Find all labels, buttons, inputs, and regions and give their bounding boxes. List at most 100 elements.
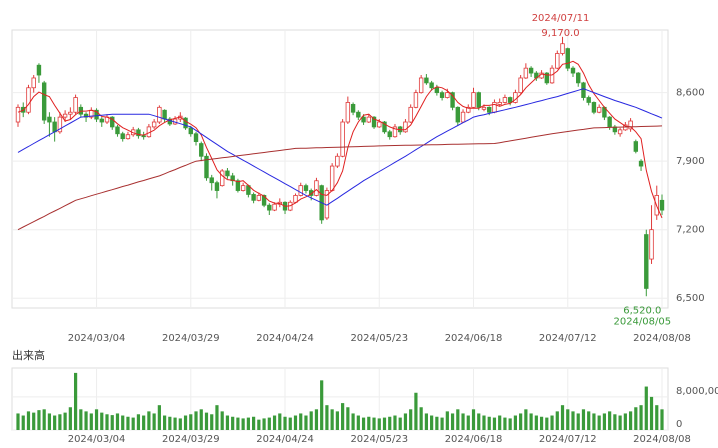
volume-x-tick-label: 2024/04/24 <box>256 434 314 445</box>
volume-bar <box>587 411 591 430</box>
candle-body <box>450 92 455 108</box>
candle-body <box>303 185 309 191</box>
volume-bar <box>252 416 256 430</box>
volume-bar <box>419 407 423 430</box>
volume-bar <box>597 415 601 430</box>
volume-bar <box>131 417 135 430</box>
volume-bar <box>183 415 188 430</box>
candle-body <box>455 106 461 123</box>
volume-bar <box>210 414 214 430</box>
candle-body <box>62 113 68 118</box>
volume-bar <box>32 412 36 430</box>
candle-body <box>544 72 550 84</box>
volume-bar <box>634 407 638 430</box>
candle-body <box>497 102 502 105</box>
volume-bar <box>367 416 371 430</box>
candle-body <box>335 155 340 167</box>
volume-x-tick-label: 2024/03/29 <box>162 434 220 445</box>
candle-body <box>371 116 377 128</box>
volume-bar <box>592 413 596 430</box>
volume-bar <box>293 415 298 430</box>
x-tick-label: 2024/08/08 <box>633 333 691 344</box>
volume-x-tick-label: 2024/06/18 <box>445 434 503 445</box>
candle-body <box>413 92 419 108</box>
candle-body <box>628 120 633 130</box>
volume-bar <box>571 411 575 430</box>
candle-body <box>644 234 649 289</box>
volume-bar <box>655 405 659 430</box>
candle-body <box>387 131 392 138</box>
volume-bar <box>309 411 313 430</box>
volume-bar <box>430 415 434 430</box>
volume-bar <box>644 386 648 430</box>
volume-bar <box>445 411 449 430</box>
volume-bar <box>16 413 20 430</box>
volume-bar <box>152 413 156 430</box>
x-tick-label: 2024/03/29 <box>162 333 220 344</box>
volume-bar <box>372 417 376 430</box>
volume-bar <box>58 414 62 430</box>
x-tick-label: 2024/07/12 <box>539 333 597 344</box>
candle-body <box>576 72 581 84</box>
candle-body <box>298 185 303 196</box>
candle-body <box>377 121 382 128</box>
low-value: 6,520.0 <box>623 305 661 316</box>
y-tick-label: 6,500 <box>676 293 705 304</box>
volume-bar <box>178 418 182 430</box>
candle-body <box>204 155 209 179</box>
candle-body <box>617 129 623 135</box>
volume-bar <box>550 415 554 430</box>
volume-bar <box>346 407 350 430</box>
candle-body <box>659 199 665 211</box>
volume-bar <box>393 415 397 430</box>
candle-body <box>115 126 120 135</box>
candle-body <box>555 53 560 69</box>
y-tick-label: 7,900 <box>676 156 705 167</box>
candle-body <box>361 116 366 123</box>
volume-bar <box>623 413 627 430</box>
candle-body <box>26 87 31 113</box>
candle-body <box>219 170 225 187</box>
candle-body <box>502 97 508 103</box>
volume-bar <box>377 418 381 430</box>
volume-bar <box>398 417 402 430</box>
candle-body <box>591 102 597 113</box>
candle-body <box>649 229 654 260</box>
volume-x-tick-label: 2024/07/12 <box>539 434 597 445</box>
volume-bar <box>461 413 465 430</box>
volume-bar <box>450 413 455 430</box>
candle-body <box>439 92 445 98</box>
candle-body <box>345 102 351 123</box>
volume-bar <box>414 392 418 430</box>
candle-body <box>267 204 272 211</box>
candle-body <box>162 109 167 120</box>
candle-body <box>403 121 408 133</box>
candle-body <box>581 82 586 98</box>
volume-bar <box>215 405 219 430</box>
candle-body <box>424 77 429 84</box>
high-value: 9,170.0 <box>541 28 579 39</box>
candle-body <box>445 92 450 98</box>
volume-bar <box>126 416 130 430</box>
candle-body <box>356 111 361 118</box>
volume-bar <box>524 409 528 430</box>
volume-bar <box>403 413 408 430</box>
volume-bar <box>314 409 319 430</box>
candle-body <box>476 92 481 108</box>
volume-bar <box>388 416 392 430</box>
volume-bar <box>435 416 439 430</box>
candle-body <box>68 111 73 115</box>
candle-body <box>507 97 513 103</box>
candle-body <box>15 106 21 123</box>
volume-bar <box>220 411 224 430</box>
volume-bar <box>231 416 235 430</box>
volume-x-tick-label: 2024/05/23 <box>350 434 408 445</box>
candle-body <box>607 116 612 128</box>
volume-tick-label: 0 <box>676 419 682 430</box>
volume-bar <box>529 413 533 430</box>
candle-body <box>460 111 466 123</box>
volume-bar <box>257 419 261 430</box>
candle-body <box>366 116 371 123</box>
ma-line <box>17 88 663 206</box>
